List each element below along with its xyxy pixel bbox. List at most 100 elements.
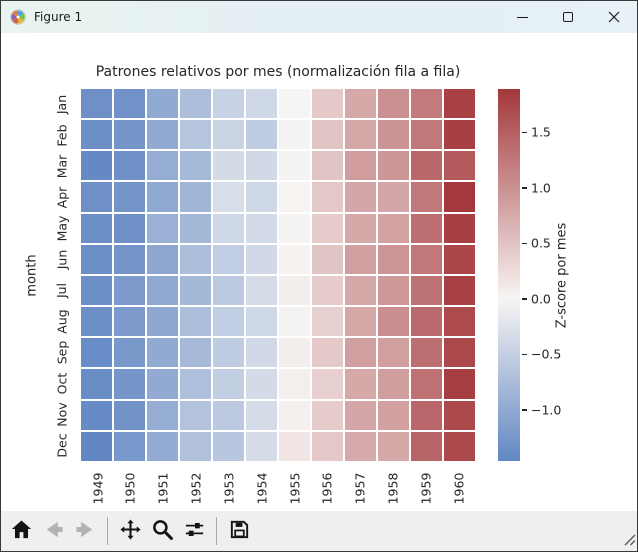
back-button[interactable] <box>38 515 68 547</box>
heatmap-cell <box>246 369 277 399</box>
heatmap-cell <box>213 120 244 150</box>
heatmap-cell <box>246 275 277 306</box>
heatmap-cell <box>312 338 343 368</box>
heatmap-cell <box>147 338 178 368</box>
heatmap-cell <box>279 120 310 150</box>
colorbar <box>498 89 520 461</box>
heatmap-cell <box>411 120 442 150</box>
window-controls <box>499 1 637 33</box>
resize-grip-icon[interactable] <box>624 531 636 550</box>
heatmap-cell <box>345 431 376 461</box>
heatmap-cell <box>279 400 310 430</box>
heatmap-cell <box>180 89 211 119</box>
heatmap-cell <box>246 89 277 119</box>
y-tick-label: Aug <box>54 309 70 334</box>
heatmap-cell <box>279 89 310 119</box>
heatmap-cell <box>114 431 145 461</box>
heatmap-cell <box>114 369 145 399</box>
heatmap-cell <box>378 307 409 337</box>
heatmap-cell <box>312 369 343 399</box>
heatmap-cell <box>81 151 112 181</box>
heatmap-cell <box>345 120 376 150</box>
heatmap-cell <box>147 213 178 243</box>
forward-button[interactable] <box>70 515 100 547</box>
heatmap-cell <box>411 275 442 306</box>
heatmap-cell <box>279 213 310 243</box>
colorbar-tick-mark <box>522 353 527 356</box>
x-tick-label: 1960 <box>451 472 467 504</box>
heatmap-cell <box>378 338 409 368</box>
heatmap-cell <box>378 182 409 212</box>
heatmap-cell <box>279 151 310 181</box>
x-tick-label: 1956 <box>319 472 335 504</box>
x-tick-label: 1959 <box>418 472 434 504</box>
heatmap-cell <box>345 307 376 337</box>
heatmap-cell <box>81 120 112 150</box>
heatmap-cell <box>312 244 343 274</box>
heatmap-cell <box>147 400 178 430</box>
heatmap-cell <box>180 213 211 243</box>
navigation-toolbar <box>1 511 637 551</box>
heatmap-cell <box>213 182 244 212</box>
heatmap-cell <box>81 182 112 212</box>
heatmap-cell <box>180 244 211 274</box>
heatmap-cell <box>312 431 343 461</box>
heatmap-cell <box>378 369 409 399</box>
y-tick-label: Apr <box>54 186 70 209</box>
heatmap-cell <box>345 275 376 306</box>
colorbar-tick-label: 0.0 <box>531 291 551 307</box>
heatmap-cell <box>147 182 178 212</box>
x-tick-label: 1952 <box>188 472 204 504</box>
heatmap-cell <box>147 307 178 337</box>
heatmap-cell <box>180 275 211 306</box>
colorbar-tick-mark <box>522 187 527 189</box>
heatmap-cell <box>312 89 343 119</box>
heatmap-cell <box>147 120 178 150</box>
y-tick-label: Oct <box>54 372 70 395</box>
heatmap-cell <box>444 213 475 243</box>
heatmap-cell <box>213 213 244 243</box>
heatmap-cell <box>246 307 277 337</box>
back-icon <box>42 518 65 545</box>
heatmap-cell <box>114 120 145 150</box>
heatmap-cell <box>444 89 475 119</box>
heatmap-cell <box>213 244 244 274</box>
heatmap-cell <box>213 307 244 337</box>
pan-button[interactable] <box>115 515 145 547</box>
colorbar-tick-label: 1.0 <box>531 180 551 196</box>
heatmap-cell <box>213 151 244 181</box>
zoom-button[interactable] <box>147 515 177 547</box>
heatmap-cell <box>213 89 244 119</box>
heatmap-cell <box>411 151 442 181</box>
heatmap-cell <box>411 244 442 274</box>
heatmap-cell <box>180 400 211 430</box>
titlebar[interactable]: Figure 1 <box>1 1 637 33</box>
heatmap-cell <box>312 307 343 337</box>
maximize-button[interactable] <box>545 1 591 33</box>
heatmap-cell <box>81 307 112 337</box>
configure-subplots-button[interactable] <box>179 515 209 547</box>
heatmap-cell <box>81 89 112 119</box>
toolbar-separator <box>107 517 108 545</box>
heatmap-cell <box>246 338 277 368</box>
x-tick-label: 1950 <box>122 472 138 504</box>
heatmap-cell <box>147 275 178 306</box>
colorbar-tick-label: 1.5 <box>531 124 551 140</box>
figure-canvas[interactable]: Patrones relativos por mes (normalizació… <box>1 33 637 513</box>
window-title: Figure 1 <box>34 10 83 24</box>
heatmap-cell <box>312 182 343 212</box>
y-tick-label: Jun <box>54 249 70 270</box>
home-button[interactable] <box>6 515 36 547</box>
heatmap-cell <box>213 275 244 306</box>
heatmap-cell <box>147 369 178 399</box>
close-button[interactable] <box>591 1 637 33</box>
heatmap-cell <box>312 151 343 181</box>
heatmap-cell <box>81 244 112 274</box>
heatmap-cell <box>81 369 112 399</box>
save-button[interactable] <box>224 515 254 547</box>
heatmap-cell <box>114 400 145 430</box>
heatmap-cell <box>147 431 178 461</box>
minimize-button[interactable] <box>499 1 545 33</box>
y-tick-label: Jul <box>54 282 70 299</box>
heatmap-cell <box>81 431 112 461</box>
